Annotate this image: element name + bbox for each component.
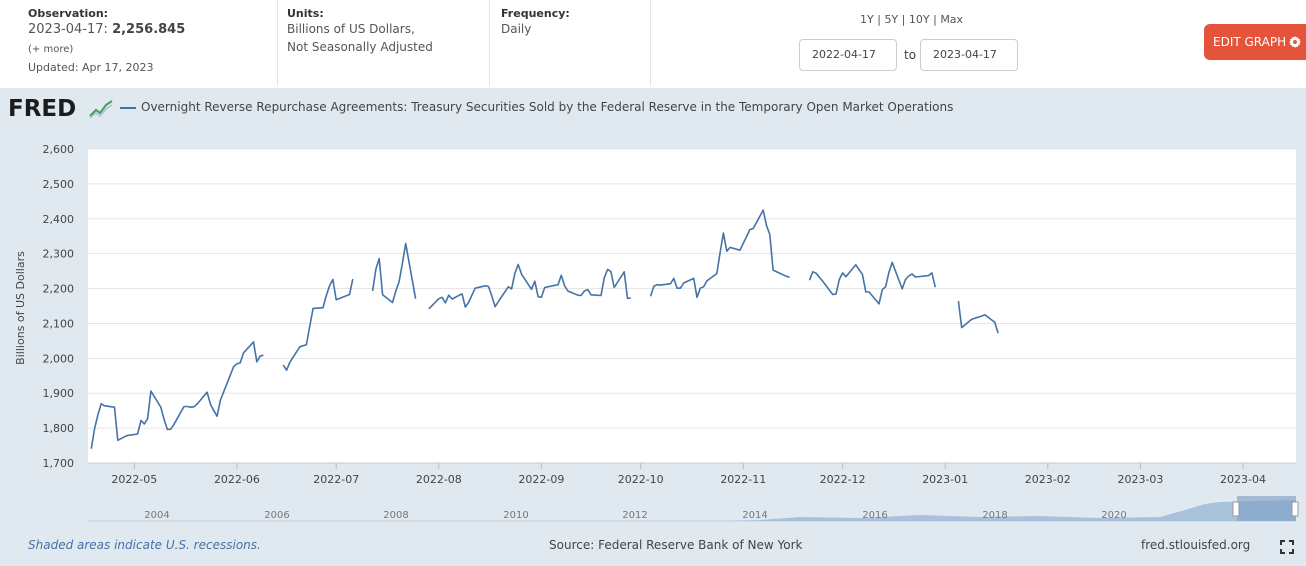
- x-tick-label: 2022-11: [720, 473, 766, 486]
- range-separator: |: [933, 13, 937, 26]
- y-tick-label: 1,700: [43, 457, 75, 470]
- x-tick-label: 2022-06: [214, 473, 260, 486]
- range-max-link[interactable]: Max: [940, 13, 964, 26]
- gear-icon: [1289, 36, 1302, 48]
- line-chart: Billions of US Dollars 1,700 1,800 1,900 2,…: [14, 143, 1299, 522]
- series-line-segment: [371, 242, 417, 304]
- navigator-year-labels: 2004 2006 2008 2010 2012 2014 2016 2018 …: [144, 510, 1126, 521]
- series-line-segment: [808, 261, 937, 305]
- fred-logo-line-icon: [89, 100, 113, 117]
- frequency-label: Frequency:: [501, 7, 570, 20]
- x-tick-label: 2022-05: [111, 473, 157, 486]
- y-tick-label: 2,600: [43, 143, 75, 156]
- range-selector: 1Y | 5Y | 10Y | Max: [860, 13, 963, 26]
- navigator-selected-range[interactable]: [1237, 496, 1296, 521]
- series-line-segment: [428, 263, 631, 310]
- navigator-year-label: 2012: [622, 510, 647, 521]
- navigator-track: [88, 496, 1296, 521]
- observation-panel: Observation: 2023-04-17: 2,256.845 (+ mo…: [0, 0, 278, 86]
- x-tick-label: 2022-10: [618, 473, 664, 486]
- y-axis-title: Billions of US Dollars: [14, 251, 27, 365]
- units-panel: Units: Billions of US Dollars, Not Seaso…: [277, 0, 490, 86]
- series-line-segment: [90, 341, 264, 449]
- navigator-right-handle[interactable]: [1291, 501, 1299, 517]
- frequency-value: Daily: [501, 22, 532, 36]
- y-tick-label: 2,300: [43, 248, 75, 261]
- edit-graph-button[interactable]: EDIT GRAPH: [1204, 24, 1306, 60]
- recession-note: Shaded areas indicate U.S. recessions.: [28, 538, 261, 552]
- x-tick-label: 2023-04: [1220, 473, 1266, 486]
- units-line-1: Billions of US Dollars,: [287, 22, 415, 36]
- to-label: to: [904, 48, 917, 62]
- y-tick-label: 1,900: [43, 387, 75, 400]
- y-tick-label: 2,000: [43, 352, 75, 365]
- navigator-year-label: 2020: [1101, 510, 1126, 521]
- navigator-year-label: 2008: [383, 510, 408, 521]
- observation-value: 2,256.845: [112, 22, 186, 37]
- units-label: Units:: [287, 7, 324, 20]
- range-1y-link[interactable]: 1Y: [860, 13, 874, 26]
- y-tick-label: 2,100: [43, 317, 75, 330]
- fred-logo-line-icon: [89, 104, 113, 119]
- fred-site-link[interactable]: fred.stlouisfed.org: [1141, 538, 1251, 552]
- x-tick-label: 2023-01: [922, 473, 968, 486]
- range-separator: |: [877, 13, 881, 26]
- units-line-2: Not Seasonally Adjusted: [287, 40, 433, 54]
- navigator-left-handle[interactable]: [1232, 501, 1240, 517]
- x-tick-label: 2022-12: [820, 473, 866, 486]
- graph-header: Observation: 2023-04-17: 2,256.845 (+ mo…: [0, 0, 1306, 88]
- y-tick-label: 1,800: [43, 422, 75, 435]
- navigator-year-label: 2018: [982, 510, 1007, 521]
- edit-graph-label: EDIT GRAPH: [1213, 35, 1287, 49]
- navigator-year-label: 2010: [503, 510, 528, 521]
- x-tick-label: 2023-03: [1117, 473, 1163, 486]
- series-legend-swatch: [120, 107, 136, 109]
- navigator-year-label: 2006: [264, 510, 289, 521]
- y-axis: 1,700 1,800 1,900 2,000 2,100 2,200 2,300 2,400…: [43, 143, 75, 470]
- fred-logo: FRED: [8, 96, 113, 120]
- end-date-input[interactable]: 2023-04-17: [920, 39, 1018, 71]
- expand-icon[interactable]: [1280, 540, 1294, 554]
- observation-date: 2023-04-17:: [28, 22, 108, 37]
- x-tick-label: 2022-08: [416, 473, 462, 486]
- y-tick-label: 2,200: [43, 283, 75, 296]
- updated-date: Updated: Apr 17, 2023: [28, 61, 154, 74]
- y-tick-label: 2,500: [43, 178, 75, 191]
- range-separator: |: [901, 13, 906, 26]
- observation-label: Observation:: [28, 7, 109, 20]
- range-10y-link[interactable]: 10Y: [908, 13, 930, 26]
- y-tick-label: 2,400: [43, 213, 75, 226]
- fred-logo-text: FRED: [8, 96, 76, 120]
- x-tick-label: 2022-07: [313, 473, 359, 486]
- navigator-year-label: 2004: [144, 510, 169, 521]
- x-tick-label: 2022-09: [518, 473, 564, 486]
- series-title[interactable]: Overnight Reverse Repurchase Agreements:…: [141, 100, 954, 114]
- range-navigator[interactable]: 2004 2006 2008 2010 2012 2014 2016 2018 …: [88, 496, 1299, 522]
- range-5y-link[interactable]: 5Y: [884, 13, 899, 26]
- frequency-panel: Frequency: Daily: [489, 0, 651, 86]
- observation-reading: 2023-04-17: 2,256.845: [28, 22, 185, 37]
- navigator-year-label: 2014: [742, 510, 767, 521]
- series-line-segment: [649, 209, 790, 299]
- series-line: [90, 209, 999, 449]
- source-note: Source: Federal Reserve Bank of New York: [549, 538, 803, 552]
- navigator-year-label: 2016: [862, 510, 887, 521]
- x-axis: 2022-05 2022-06 2022-07 2022-08 2022-09 2022-…: [88, 462, 1296, 486]
- x-tick-label: 2023-02: [1025, 473, 1071, 486]
- start-date-input[interactable]: 2022-04-17: [799, 39, 897, 71]
- plot-area: [88, 149, 1296, 463]
- more-link[interactable]: (+ more): [28, 44, 74, 55]
- series-line-segment: [282, 278, 354, 372]
- series-line-segment: [957, 301, 999, 334]
